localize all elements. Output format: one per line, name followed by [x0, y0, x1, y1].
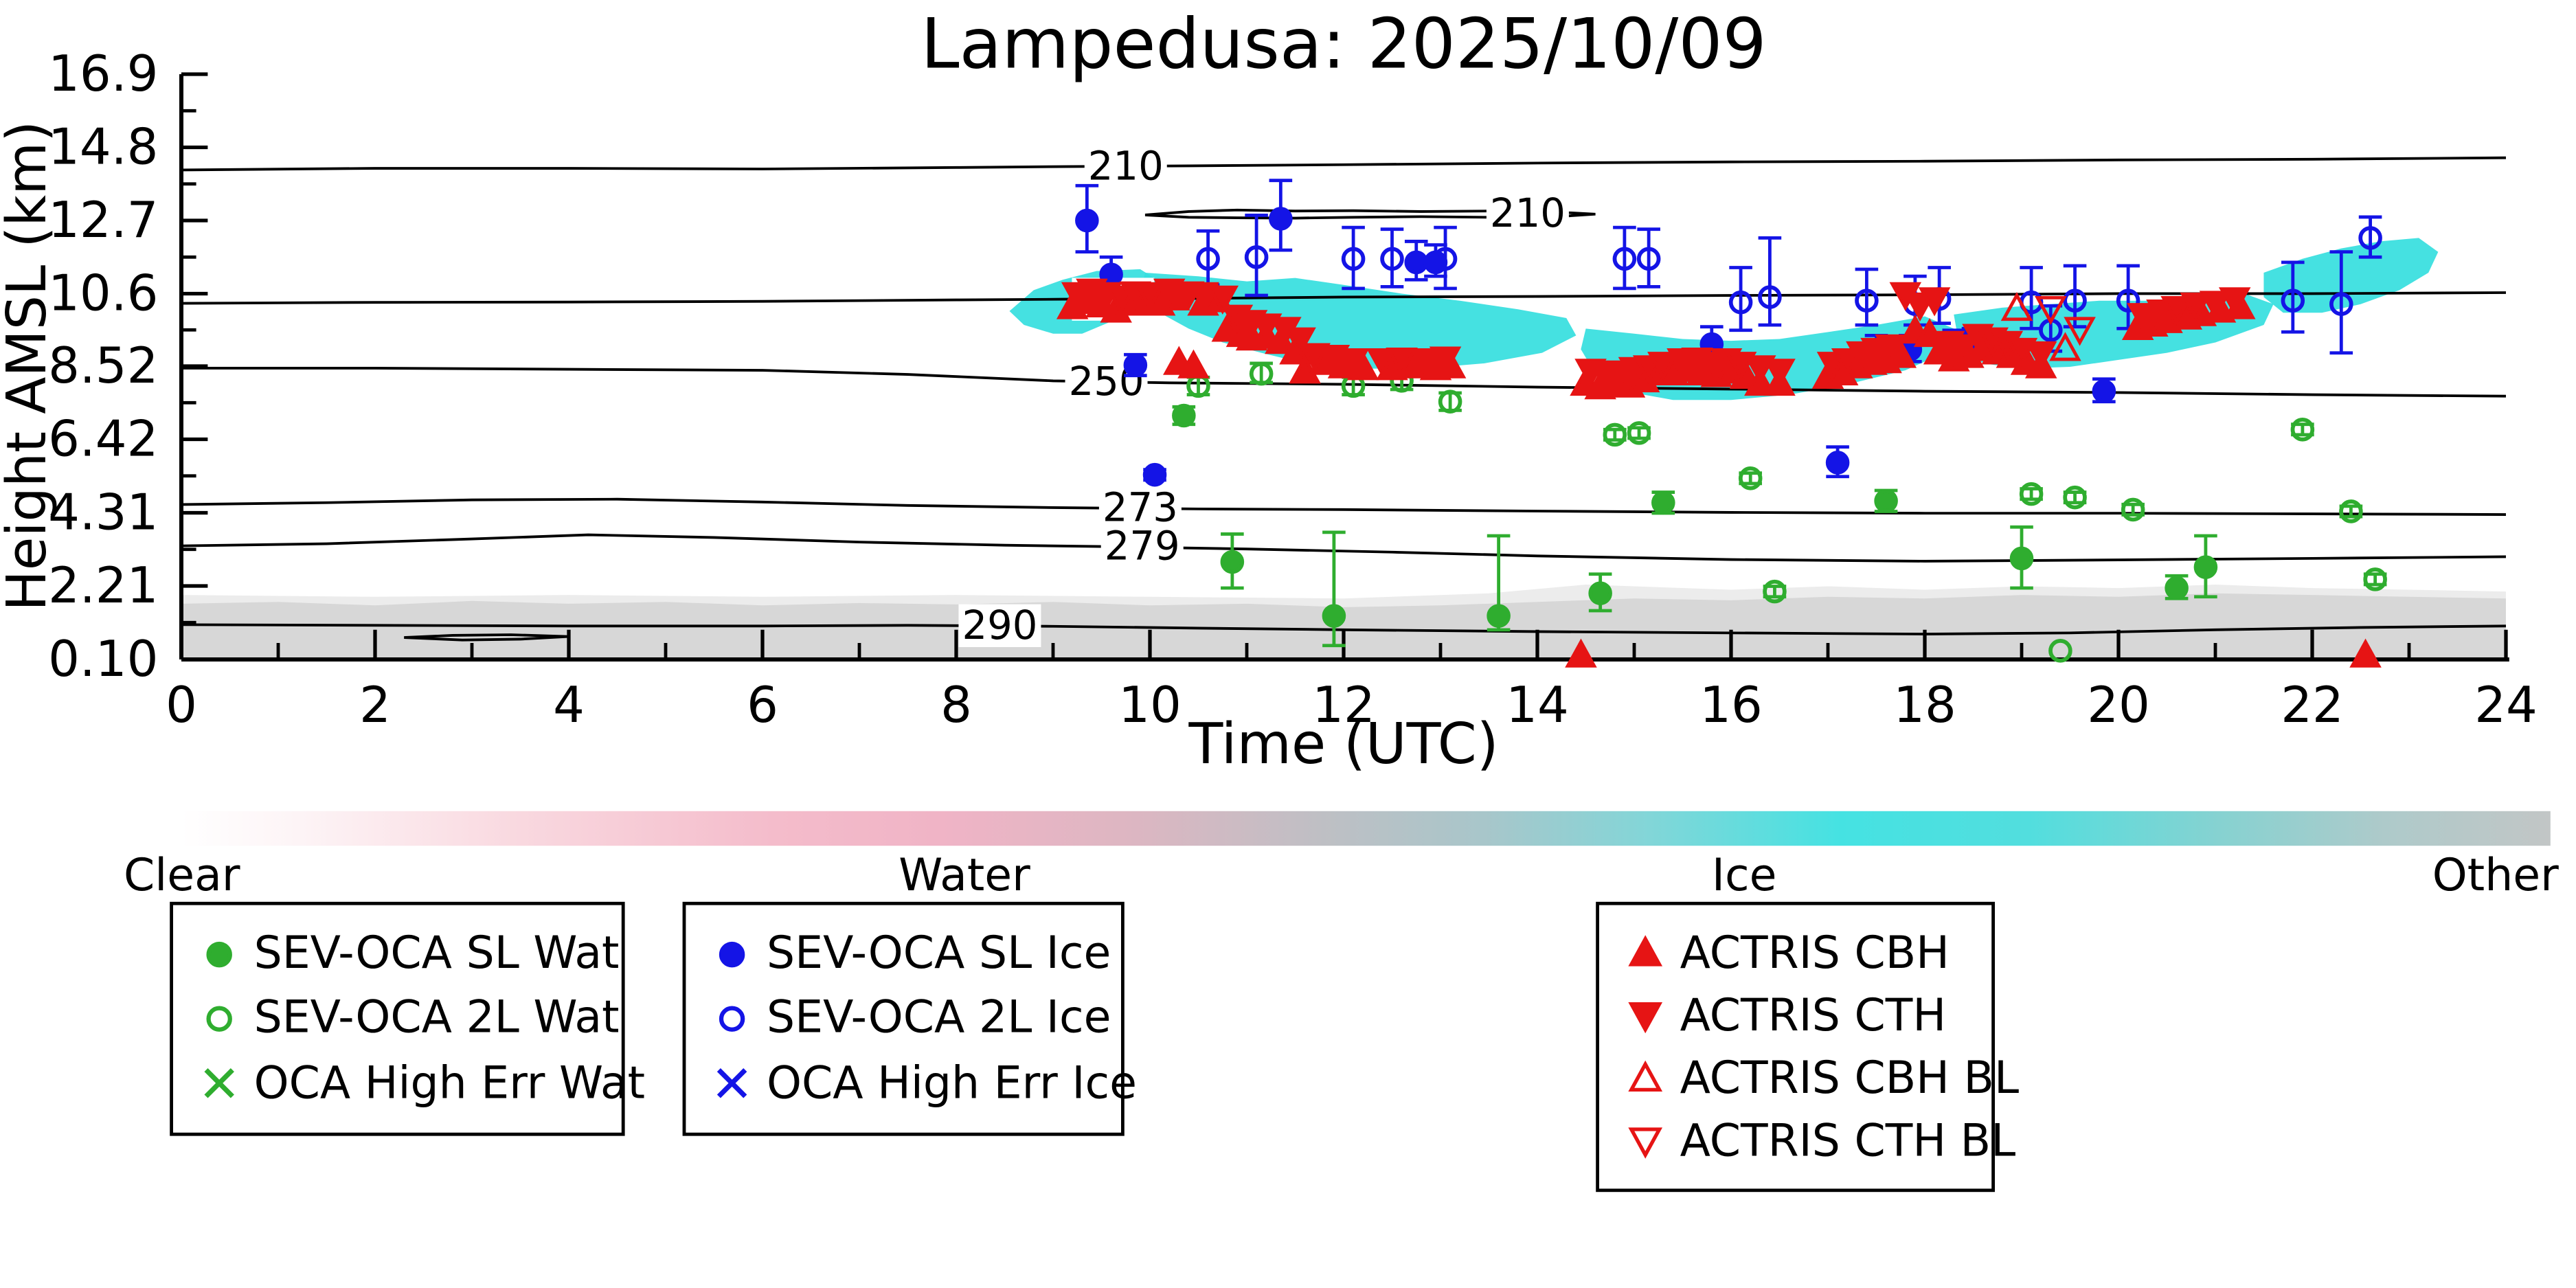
colorbar-label-clear: Clear — [124, 850, 240, 902]
x-axis-label: Time (UTC) — [1188, 712, 1499, 778]
x-marker-icon — [199, 1064, 239, 1104]
legend-actris: ACTRIS CBH ACTRIS CTH ACTRIS CBH BL ACTR… — [1596, 901, 2019, 1193]
legend-label: ACTRIS CBH — [1680, 927, 1950, 979]
legend-ice: SEV-OCA SL Ice SEV-OCA 2L Ice OCA High E… — [682, 901, 1137, 1136]
filled-circle-icon — [712, 934, 752, 974]
svg-text:210: 210 — [1490, 190, 1566, 236]
open-triangle-down-icon — [1625, 1121, 1665, 1161]
open-circle-icon — [199, 999, 239, 1039]
legend-label: OCA High Err Ice — [767, 1058, 1138, 1109]
svg-text:20: 20 — [2087, 676, 2150, 734]
svg-text:0.10: 0.10 — [48, 630, 158, 688]
colorbar — [181, 811, 2551, 846]
svg-text:210: 210 — [1088, 144, 1164, 190]
chart-title: Lampedusa: 2025/10/09 — [920, 3, 1767, 84]
legend-label: OCA High Err Wat — [253, 1058, 646, 1109]
legend-item: SEV-OCA 2L Wat — [199, 993, 620, 1044]
legend-item: ACTRIS CBH — [1625, 927, 1965, 978]
open-triangle-up-icon — [1625, 1059, 1665, 1098]
svg-text:279: 279 — [1105, 523, 1180, 569]
svg-text:22: 22 — [2281, 676, 2344, 734]
svg-text:10.6: 10.6 — [48, 264, 158, 322]
svg-text:0: 0 — [166, 676, 197, 734]
svg-text:24: 24 — [2474, 676, 2538, 734]
svg-text:8: 8 — [940, 676, 972, 734]
svg-text:10: 10 — [1118, 676, 1182, 734]
plot-area: 0 2 4 6 8 10 12 14 16 18 20 22 2416.914.812.710.68.5… — [48, 45, 2538, 734]
legend-label: ACTRIS CBH BL — [1680, 1052, 2020, 1104]
open-circle-icon — [712, 999, 752, 1039]
legend-item: SEV-OCA SL Ice — [712, 929, 1111, 980]
svg-text:2: 2 — [359, 676, 391, 734]
legend-label: SEV-OCA 2L Wat — [253, 993, 620, 1045]
colorbar-label-water: Water — [899, 850, 1030, 902]
legend-item: OCA High Err Wat — [199, 1058, 645, 1109]
legend-item: OCA High Err Ice — [712, 1058, 1137, 1109]
filled-circle-icon — [199, 934, 239, 974]
svg-text:14.8: 14.8 — [48, 118, 158, 176]
svg-text:12.7: 12.7 — [48, 191, 158, 249]
legend-item: ACTRIS CTH — [1625, 990, 1965, 1041]
svg-text:18: 18 — [1893, 676, 1956, 734]
svg-text:6.42: 6.42 — [48, 409, 158, 467]
svg-text:14: 14 — [1506, 676, 1569, 734]
svg-text:8.52: 8.52 — [48, 337, 158, 394]
legend-label: ACTRIS CTH BL — [1680, 1115, 2016, 1167]
legend-item: ACTRIS CBH BL — [1625, 1052, 2019, 1104]
svg-text:4: 4 — [553, 676, 585, 734]
colorbar-label-ice: Ice — [1711, 850, 1777, 902]
legend-water: SEV-OCA SL Wat SEV-OCA 2L Wat OCA High E… — [170, 901, 645, 1136]
legend-label: SEV-OCA SL Ice — [767, 928, 1111, 980]
colorbar-label-other: Other — [2432, 850, 2559, 902]
svg-text:290: 290 — [962, 602, 1037, 648]
svg-text:4.31: 4.31 — [48, 483, 158, 541]
legend-label: ACTRIS CTH — [1680, 990, 1947, 1041]
y-axis-label: Height AMSL (km) — [0, 120, 59, 611]
svg-text:273: 273 — [1103, 485, 1178, 531]
svg-text:6: 6 — [747, 676, 778, 734]
legend-label: SEV-OCA 2L Ice — [767, 993, 1111, 1045]
legend-item: SEV-OCA SL Wat — [199, 929, 619, 980]
legend-item: SEV-OCA 2L Ice — [712, 993, 1111, 1044]
filled-triangle-up-icon — [1625, 933, 1665, 973]
svg-text:16.9: 16.9 — [48, 45, 158, 102]
x-marker-icon — [712, 1064, 752, 1104]
svg-text:2.21: 2.21 — [48, 556, 158, 614]
svg-text:12: 12 — [1312, 676, 1375, 734]
legend-item: ACTRIS CTH BL — [1625, 1116, 2015, 1166]
legend-label: SEV-OCA SL Wat — [253, 928, 620, 980]
svg-text:16: 16 — [1699, 676, 1763, 734]
filled-triangle-down-icon — [1625, 996, 1665, 1036]
